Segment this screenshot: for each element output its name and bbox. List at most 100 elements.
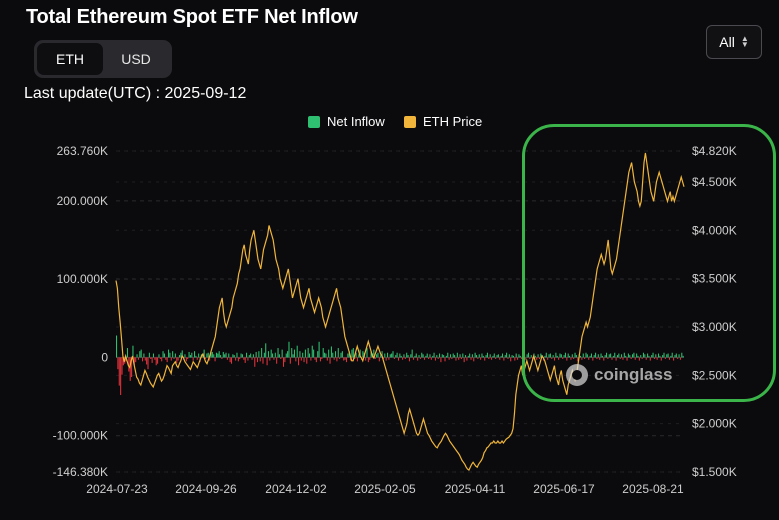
inflow-bar (462, 353, 464, 358)
inflow-bar (677, 357, 679, 359)
inflow-bar (614, 352, 616, 358)
inflow-bar (601, 355, 603, 358)
inflow-bar (266, 357, 268, 366)
inflow-bar (423, 357, 426, 360)
inflow-bar (538, 357, 540, 359)
inflow-bar (289, 357, 291, 364)
inflow-bar (235, 357, 237, 361)
inflow-bar (239, 357, 241, 359)
inflow-bar (280, 357, 282, 359)
inflow-bar (667, 353, 669, 358)
inflow-bar (623, 352, 625, 358)
inflow-bar (429, 354, 431, 358)
inflow-bar (581, 357, 583, 360)
inflow-bar (376, 354, 378, 358)
inflow-bar (593, 355, 595, 358)
inflow-bar (452, 353, 454, 358)
inflow-bar (306, 357, 308, 364)
inflow-bar (163, 353, 165, 358)
inflow-bar (196, 357, 198, 360)
inflow-bar (213, 354, 215, 358)
inflow-bar (413, 357, 415, 360)
inflow-bar (421, 352, 423, 358)
inflow-bar (579, 355, 582, 358)
inflow-bar (351, 349, 353, 358)
inflow-bar (499, 357, 501, 360)
inflow-bar (336, 357, 338, 362)
inflow-bar (236, 352, 238, 358)
inflow-bar (241, 354, 243, 358)
inflow-bar (414, 355, 416, 358)
inflow-bar (229, 357, 231, 363)
unit-option-usd[interactable]: USD (121, 51, 151, 67)
inflow-bar (567, 353, 569, 358)
inflow-bar (573, 357, 575, 359)
inflow-bar (671, 352, 673, 358)
inflow-bar (406, 352, 408, 358)
inflow-bar (255, 351, 257, 358)
inflow-bar (285, 353, 287, 358)
inflow-bar (504, 355, 506, 358)
inflow-bar (333, 357, 335, 360)
range-select[interactable]: All ▲ ▼ (706, 25, 762, 59)
inflow-bar (644, 354, 646, 358)
inflow-bar (276, 357, 278, 364)
inflow-bar (174, 353, 176, 358)
inflow-bar (122, 357, 124, 366)
inflow-bar (508, 354, 510, 358)
inflow-bar (326, 357, 328, 361)
inflow-bar (607, 357, 609, 359)
inflow-bar (248, 355, 250, 358)
inflow-bar (444, 357, 446, 362)
inflow-bar (430, 357, 432, 360)
inflow-bar (246, 352, 248, 358)
inflow-bar (408, 357, 410, 362)
inflow-bar (526, 354, 528, 358)
inflow-bar (562, 357, 564, 359)
inflow-bar (425, 355, 427, 358)
inflow-bar (626, 357, 628, 361)
unit-option-eth[interactable]: ETH (37, 43, 103, 75)
y-right-tick-label: $2.500K (692, 368, 737, 382)
inflow-bar (681, 352, 683, 358)
inflow-bar (670, 355, 672, 358)
inflow-bar (292, 354, 294, 358)
inflow-bar (243, 357, 245, 360)
inflow-bar (313, 349, 315, 358)
inflow-bar (407, 355, 409, 358)
inflow-bar (663, 352, 665, 358)
inflow-bar (187, 357, 189, 359)
inflow-bar (321, 357, 323, 359)
inflow-bar (150, 357, 152, 359)
inflow-bar (629, 355, 631, 358)
inflow-bar (615, 357, 617, 361)
inflow-bar (267, 351, 269, 358)
inflow-bar (404, 357, 406, 359)
inflow-bar (485, 355, 487, 358)
inflow-bar (600, 353, 602, 358)
inflow-bar (380, 355, 382, 358)
inflow-bar (471, 354, 473, 358)
inflow-bar (377, 352, 379, 358)
inflow-bar (291, 348, 293, 358)
inflow-bar (616, 355, 618, 358)
inflow-bar (433, 352, 435, 358)
unit-toggle: ETH USD (34, 40, 172, 78)
inflow-bar (540, 353, 542, 358)
inflow-bar (300, 357, 302, 361)
inflow-bar (621, 354, 623, 358)
inflow-bar (210, 351, 212, 358)
inflow-bar (658, 353, 660, 358)
inflow-bar (263, 352, 265, 358)
inflow-bar (329, 357, 331, 364)
inflow-bar (662, 355, 664, 358)
inflow-bar (230, 357, 233, 364)
inflow-bar (298, 357, 300, 366)
inflow-bar (660, 357, 662, 361)
inflow-bar (474, 352, 476, 358)
inflow-bar (574, 352, 576, 358)
inflow-bar (334, 351, 337, 358)
y-right-tick-label: $2.000K (692, 417, 737, 431)
inflow-bar (319, 357, 321, 362)
inflow-bar (604, 355, 606, 358)
